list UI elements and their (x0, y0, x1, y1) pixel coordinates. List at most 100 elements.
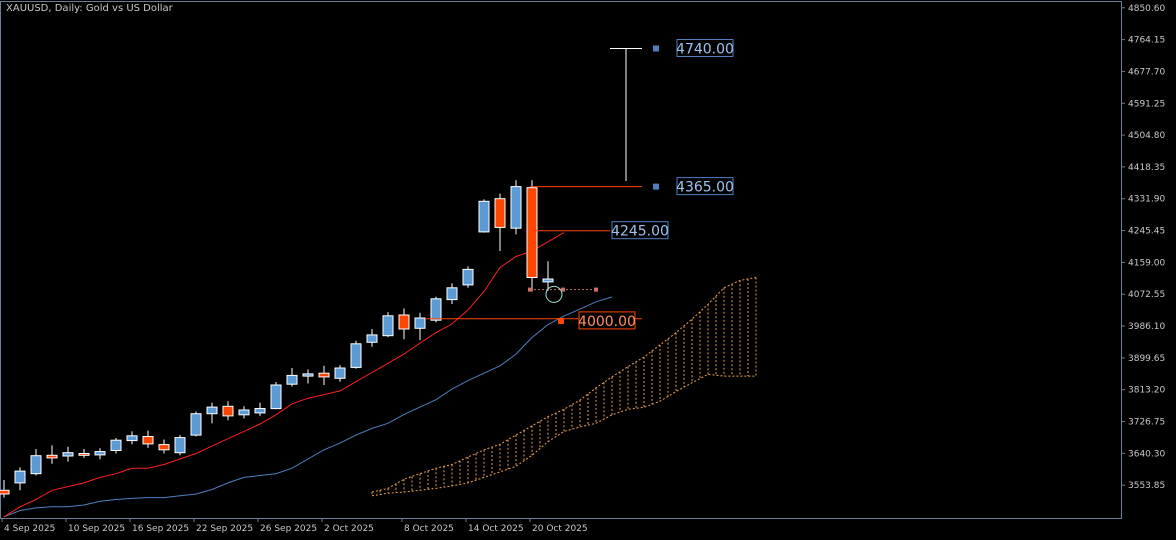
candle-body-bull (190, 413, 202, 436)
candle (542, 261, 554, 291)
candle (222, 401, 234, 421)
kijun-path (3, 296, 613, 518)
time-axis[interactable]: 4 Sep 2025 10 Sep 2025 16 Sep 2025 22 Sep 2… (1, 518, 588, 534)
y-tick-label: 4850.60 (1128, 4, 1165, 14)
candle (526, 180, 538, 292)
cloud-upper-edge (371, 277, 757, 493)
tenkan-path (3, 232, 565, 518)
candle (126, 431, 138, 445)
candle (382, 312, 394, 338)
candle (14, 467, 26, 491)
candle-body-bear (158, 444, 170, 451)
candle (286, 368, 298, 387)
candle-body-bull (206, 406, 218, 415)
candle (398, 308, 410, 340)
y-tick-label: 4072.55 (1128, 290, 1165, 300)
marker-point (594, 287, 598, 292)
level-label: 4000.00 (578, 314, 636, 330)
highlight-circle (545, 285, 563, 303)
candle-body-bull (30, 455, 42, 475)
level-label: 4245.00 (611, 224, 669, 240)
candle (30, 449, 42, 476)
candle-body-bear (46, 454, 58, 459)
level-label-box (578, 311, 636, 330)
y-tick-label: 4418.35 (1128, 163, 1165, 173)
candle (510, 180, 522, 235)
candle-body-bull (238, 409, 250, 416)
y-tick-label: 3640.30 (1128, 449, 1165, 459)
y-tick-label: 3899.65 (1128, 354, 1165, 364)
kijun-sen-line (3, 296, 613, 518)
candle-body-bull (94, 451, 106, 456)
level-marker (558, 317, 564, 324)
candle (254, 402, 266, 416)
x-tick-label: 20 Oct 2025 (532, 524, 588, 534)
x-tick-label: 2 Oct 2025 (324, 524, 374, 534)
y-tick-label: 4504.80 (1128, 131, 1165, 141)
candle (158, 439, 170, 454)
candle (494, 193, 506, 251)
plot-frame (0, 1, 1122, 519)
candle (462, 266, 474, 288)
y-tick-label: 3726.75 (1128, 418, 1165, 428)
level-label: 4740.00 (676, 42, 734, 58)
x-tick-label: 4 Sep 2025 (4, 524, 55, 534)
x-tick-label: 14 Oct 2025 (468, 524, 524, 534)
y-tick-label: 3986.10 (1128, 322, 1165, 332)
drawing-objects[interactable]: 4740.00 4365.00 4245.00 4000.00 (425, 39, 734, 330)
candle (302, 369, 314, 384)
candle (62, 446, 74, 462)
level-label-box (611, 221, 669, 240)
candle (350, 340, 362, 369)
candle (0, 480, 10, 498)
candle-body-bull (350, 343, 362, 368)
level-marker (653, 183, 659, 190)
candle-body-bear (0, 489, 10, 495)
candle-body-bear (222, 405, 234, 417)
candle (46, 445, 58, 464)
candle-body-bear (398, 314, 410, 330)
candle-body-bull (62, 452, 74, 457)
candle-body-bull (542, 278, 554, 283)
candle (478, 199, 490, 233)
level-marker (653, 45, 659, 52)
candle (142, 430, 154, 448)
tenkan-sen-line (3, 232, 565, 518)
candle (238, 406, 250, 419)
candle (414, 312, 426, 341)
y-tick-label: 4331.90 (1128, 195, 1165, 205)
candle-body-bear (318, 372, 330, 378)
candle-body-bull (510, 186, 522, 229)
candle-body-bull (446, 287, 458, 301)
candle-body-bull (414, 317, 426, 329)
y-tick-label: 4764.15 (1128, 36, 1165, 46)
x-tick-label: 26 Sep 2025 (260, 524, 317, 534)
candles (0, 180, 554, 498)
candle-body-bull (126, 435, 138, 442)
y-tick-label: 4591.25 (1128, 99, 1165, 109)
x-tick-label: 10 Sep 2025 (68, 524, 125, 534)
candle (270, 382, 282, 410)
candle-body-bull (110, 439, 122, 452)
candle-body-bull (366, 334, 378, 343)
candle-body-bear (142, 436, 154, 445)
x-tick-label: 8 Oct 2025 (404, 524, 454, 534)
level-label: 4365.00 (676, 180, 734, 196)
candle (366, 329, 378, 347)
cloud-lower-edge (371, 373, 756, 497)
candle-body-bull (254, 408, 266, 414)
marker-point (528, 287, 532, 292)
candle-body-bull (174, 437, 186, 454)
candle-body-bull (286, 374, 298, 385)
candle (174, 435, 186, 456)
marker-point (561, 287, 565, 292)
candle-body-bull (430, 298, 442, 321)
y-tick-label: 3813.20 (1128, 386, 1165, 396)
candle (78, 449, 90, 458)
x-tick-label: 22 Sep 2025 (196, 524, 253, 534)
price-axis[interactable]: 4850.60 4764.15 4677.70 4591.25 4504.80 4418.… (1121, 4, 1165, 491)
candle-body-bull (478, 200, 490, 233)
candle (446, 283, 458, 304)
candle (206, 402, 218, 424)
